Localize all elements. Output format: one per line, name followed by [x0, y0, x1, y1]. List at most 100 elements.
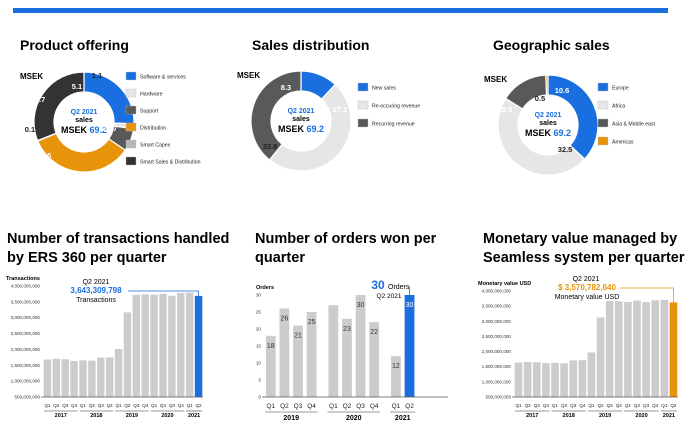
monetary-bar-1	[514, 362, 523, 397]
monetary-bar-18	[669, 302, 678, 397]
sales-center-number: 69.2	[306, 124, 324, 134]
orders-bar-value-1: 18	[267, 343, 275, 350]
orders-quarter-label-8: Q4	[370, 403, 379, 410]
monetary-ytick-7: 3,500,000,000	[482, 304, 512, 309]
monetary-bar-16	[651, 300, 660, 397]
orders-bar-value-8: 22	[370, 329, 378, 336]
sales-legend-swatch-1	[357, 82, 369, 92]
transactions-quarter-label-15: Q3	[169, 403, 176, 408]
product-legend-label-2: Hardware	[140, 92, 163, 98]
product-legend-swatch-1	[125, 71, 137, 81]
transactions-bar-15	[168, 295, 176, 397]
sales-value-label-1: 8.3	[281, 83, 291, 92]
product-legend-label-6: Smart Sales & Distribution	[140, 160, 201, 166]
transactions-bar-4	[70, 360, 78, 397]
geo-value-label-1: 25.5	[498, 105, 513, 114]
geo-value-label-4: 0.5	[535, 94, 545, 103]
sales-slice-2	[268, 83, 352, 172]
transactions-bar-11	[132, 294, 141, 397]
transactions-quarter-label-10: Q2	[124, 403, 131, 408]
monetary-quarter-label-11: Q3	[607, 403, 614, 408]
sales-center-prefix: MSEK	[278, 124, 307, 134]
product-legend-label-5: Smart Capex	[140, 143, 171, 149]
orders-bar-value-7: 30	[357, 302, 365, 309]
product-value-label-1: 17.7	[31, 95, 46, 104]
orders-ytick-3: 10	[256, 361, 262, 366]
monetary-bar-17	[660, 300, 669, 397]
monetary-quarter-label-4: Q4	[543, 403, 550, 408]
transactions-quarter-label-16: Q4	[178, 403, 185, 408]
geo-legend-label-1: Europe	[612, 86, 629, 92]
transactions-bar-18	[194, 295, 203, 397]
monetary-bar-12	[614, 301, 623, 397]
transactions-ytick-8: 4,000,000,000	[11, 284, 41, 289]
transactions-quarter-label-14: Q2	[160, 403, 167, 408]
orders-ytick-6: 25	[256, 310, 262, 315]
transactions-year-label-1: 2017	[55, 413, 67, 419]
transactions-year-label-2: 2018	[90, 413, 102, 419]
orders-bar-8	[369, 322, 380, 397]
transactions-highlight-label: Transactions	[76, 297, 116, 304]
orders-quarter-label-4: Q4	[307, 403, 316, 410]
product-slice-6	[33, 71, 85, 142]
orders-ytick-7: 30	[256, 293, 262, 298]
monetary-bar-3	[532, 362, 541, 397]
monetary-year-label-1: 2017	[526, 413, 538, 419]
geo-legend-label-4: Americas	[612, 140, 634, 146]
transactions-bar-6	[88, 360, 96, 397]
geo-legend-swatch-3	[597, 118, 609, 128]
monetary-bar-9	[587, 352, 596, 397]
transactions-quarter-label-11: Q3	[133, 403, 140, 408]
sales-legend-label-3: Recurring revenue	[372, 122, 415, 128]
monetary-bar-14	[633, 300, 641, 397]
transactions-quarter-label-5: Q1	[80, 403, 87, 408]
orders-highlight-period: Q2 2021	[377, 293, 402, 300]
monetary-ytick-2: 1,000,000,000	[482, 379, 512, 384]
orders-quarter-label-9: Q1	[392, 403, 401, 410]
orders-bar-value-3: 21	[294, 333, 302, 340]
product-center-number: 69.2	[89, 125, 107, 135]
orders-quarter-label-1: Q1	[266, 403, 275, 410]
monetary-bar-11	[605, 301, 614, 397]
orders-quarter-label-3: Q3	[294, 403, 303, 410]
orders-title-line1: Number of orders won per	[255, 231, 437, 247]
transactions-quarter-label-13: Q1	[151, 403, 158, 408]
orders-ylabel: Orders	[256, 285, 274, 291]
sales-legend-label-2: Re-occuring revenue	[372, 104, 420, 110]
orders-bar-10	[404, 295, 415, 397]
geo-center-number: 69.2	[553, 128, 571, 138]
orders-quarter-label-10: Q2	[405, 403, 414, 410]
transactions-ytick-2: 1,000,000,000	[11, 379, 41, 384]
monetary-highlight-label: Monetary value USD	[555, 294, 620, 301]
geo-value-label-2: 32.5	[558, 145, 573, 154]
monetary-highlight-value: $ 3,570,782,640	[558, 283, 616, 292]
monetary-quarter-label-16: Q4	[652, 403, 659, 408]
transactions-quarter-label-6: Q2	[89, 403, 96, 408]
sales-slice-3	[250, 70, 302, 161]
sales-value-label-2: 33.8	[263, 142, 278, 151]
transactions-year-label-3: 2019	[126, 413, 138, 419]
product-legend-swatch-3	[125, 105, 137, 115]
product-legend-swatch-6	[125, 156, 137, 166]
transactions-year-label-5: 2021	[188, 413, 200, 419]
orders-bar-2	[279, 308, 290, 397]
orders-bar-value-4: 25	[308, 319, 316, 326]
monetary-quarter-label-10: Q2	[597, 403, 604, 408]
transactions-quarter-label-8: Q4	[107, 403, 114, 408]
sales-distribution-title: Sales distribution	[252, 37, 369, 53]
transactions-bar-17	[185, 292, 194, 397]
geo-legend-label-3: Asia & Middle east	[612, 122, 656, 128]
sales-legend-swatch-3	[357, 118, 369, 128]
product-unit-label: MSEK	[20, 72, 43, 81]
transactions-bar-9	[114, 348, 123, 397]
transactions-ytick-5: 2,500,000,000	[11, 331, 41, 336]
transactions-ytick-7: 3,500,000,000	[11, 299, 41, 304]
transactions-highlight-leader	[128, 290, 199, 296]
transactions-bar-5	[79, 360, 87, 397]
monetary-title-line1: Monetary value managed by	[483, 231, 677, 247]
transactions-ylabel: Transactions	[6, 276, 40, 282]
orders-quarter-label-5: Q1	[329, 403, 338, 410]
transactions-bar-10	[123, 312, 132, 397]
sales-legend-swatch-2	[357, 100, 369, 110]
transactions-bar-7	[97, 357, 105, 397]
